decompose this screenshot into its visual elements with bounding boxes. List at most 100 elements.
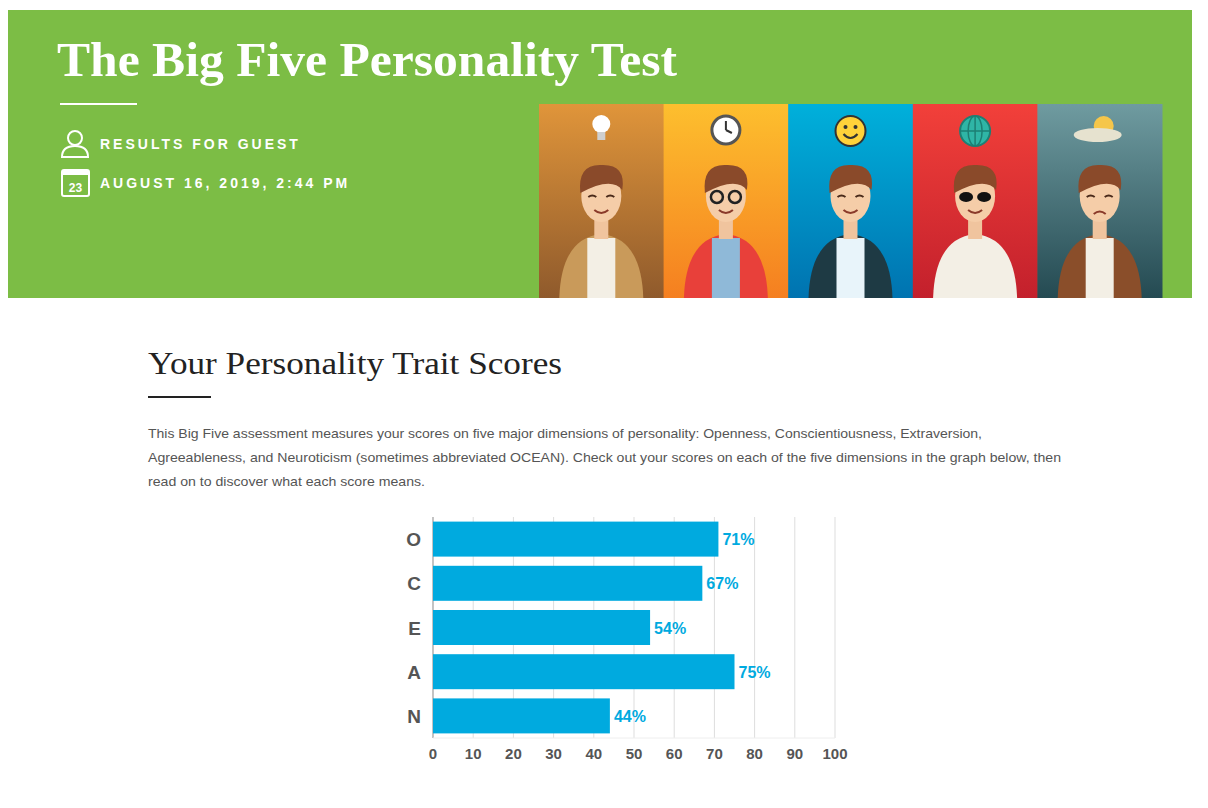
person-mouth bbox=[968, 210, 982, 213]
person-jacket bbox=[933, 234, 1017, 298]
paragraph-line: read on to discover what each score mean… bbox=[148, 474, 425, 489]
x-tick-label: 100 bbox=[822, 745, 847, 762]
grid-line bbox=[835, 517, 836, 738]
data-label: 75% bbox=[739, 664, 771, 681]
illustration-panel bbox=[539, 104, 664, 298]
person-hair bbox=[580, 165, 623, 193]
bars bbox=[433, 522, 735, 734]
category-label: O bbox=[406, 529, 421, 550]
x-tick-label: 80 bbox=[746, 745, 763, 762]
illustration-panel bbox=[1037, 104, 1162, 298]
person-hair bbox=[954, 165, 997, 193]
person-glasses bbox=[729, 191, 741, 203]
x-tick-label: 50 bbox=[626, 745, 643, 762]
person-eyes bbox=[1087, 196, 1113, 198]
page-title: The Big Five Personality Test bbox=[57, 33, 677, 86]
icon-globe-lines bbox=[960, 116, 990, 146]
calendar-top bbox=[62, 170, 89, 175]
data-label: 71% bbox=[722, 531, 754, 548]
person-mouth bbox=[1094, 212, 1106, 215]
heading-underline bbox=[148, 396, 211, 398]
panel-bg bbox=[664, 104, 789, 298]
x-tick-label: 40 bbox=[585, 745, 602, 762]
icon-clock bbox=[712, 116, 740, 144]
page: The Big Five Personality Test RESULTS FOR… bbox=[0, 0, 1208, 808]
panel-bg bbox=[1037, 104, 1162, 298]
icon-cloud bbox=[1074, 128, 1122, 142]
background bbox=[0, 0, 1208, 808]
results-for: RESULTS FOR GUEST bbox=[100, 136, 301, 152]
calendar-icon: 23 bbox=[62, 170, 89, 196]
bar bbox=[433, 610, 650, 645]
title-underline bbox=[60, 103, 137, 105]
category-label: A bbox=[407, 662, 421, 683]
chart: 0 10 20 30 40 50 60 70 80 90 100 O C E A N 71% 67% 54% 75% 4… bbox=[406, 517, 847, 762]
data-label: 67% bbox=[706, 575, 738, 592]
person-jacket bbox=[1058, 234, 1142, 298]
x-tick-label: 0 bbox=[429, 745, 437, 762]
category-label: N bbox=[407, 706, 421, 727]
person-shirt bbox=[587, 238, 615, 298]
calendar-frame bbox=[62, 170, 89, 196]
person-shirt bbox=[1086, 238, 1114, 298]
person-hair bbox=[705, 165, 748, 193]
person-shirt bbox=[837, 238, 865, 298]
person-sunglasses bbox=[977, 192, 991, 202]
x-tick-label: 90 bbox=[786, 745, 803, 762]
banner bbox=[8, 10, 1192, 298]
bar bbox=[433, 566, 702, 601]
panel-bg bbox=[539, 104, 664, 298]
person-sunglasses bbox=[959, 192, 973, 202]
icon-smile bbox=[836, 116, 866, 146]
bar bbox=[433, 522, 718, 557]
icon-smile-eye bbox=[854, 125, 858, 129]
icon-bulb bbox=[592, 115, 610, 133]
person-jacket bbox=[809, 234, 893, 298]
x-tick-label: 30 bbox=[545, 745, 562, 762]
grid-line bbox=[754, 517, 755, 738]
person-hair bbox=[1078, 165, 1121, 193]
person-jacket bbox=[684, 234, 768, 298]
person-glasses bbox=[711, 191, 723, 203]
person-hair bbox=[829, 165, 872, 193]
person-mouth bbox=[594, 210, 608, 213]
icon-smile-eye bbox=[844, 125, 848, 129]
illustration-panel bbox=[788, 104, 913, 298]
panel-bg bbox=[913, 104, 1038, 298]
x-tick-label: 70 bbox=[706, 745, 723, 762]
person-shirt bbox=[712, 238, 740, 298]
icon-clock-hands bbox=[726, 121, 732, 133]
x-tick-label: 20 bbox=[505, 745, 522, 762]
grid-line bbox=[794, 517, 795, 738]
person-mouth bbox=[844, 210, 858, 213]
icon-globe-lines bbox=[968, 116, 982, 146]
bar bbox=[433, 654, 735, 689]
x-tick-label: 10 bbox=[465, 745, 482, 762]
panel-bg bbox=[788, 104, 913, 298]
icon-bulb-base bbox=[597, 132, 605, 140]
category-label: E bbox=[408, 618, 421, 639]
icon-smile-mouth bbox=[844, 134, 858, 138]
icon-globe bbox=[960, 116, 990, 146]
calendar-day: 23 bbox=[69, 181, 83, 195]
user-icon-body bbox=[62, 146, 88, 157]
person-mouth bbox=[719, 210, 733, 213]
section-heading: Your Personality Trait Scores bbox=[148, 345, 562, 381]
person-eyes bbox=[588, 196, 614, 198]
category-label: C bbox=[407, 573, 421, 594]
illustration-panel bbox=[913, 104, 1038, 298]
user-icon-head bbox=[68, 131, 82, 145]
data-label: 54% bbox=[654, 620, 686, 637]
paragraph-line: This Big Five assessment measures your s… bbox=[148, 426, 982, 441]
user-icon bbox=[62, 131, 88, 157]
person-eyes bbox=[838, 196, 864, 198]
data-label: 44% bbox=[614, 708, 646, 725]
bar bbox=[433, 698, 610, 733]
page-svg: The Big Five Personality Test RESULTS FOR… bbox=[0, 0, 1208, 808]
x-tick-label: 60 bbox=[666, 745, 683, 762]
person-jacket bbox=[559, 234, 643, 298]
paragraph-line: Agreeableness, and Neuroticism (sometime… bbox=[148, 450, 1061, 465]
illustration-panel bbox=[664, 104, 789, 298]
result-date: AUGUST 16, 2019, 2:44 PM bbox=[100, 175, 350, 191]
person-shirt bbox=[961, 238, 989, 298]
